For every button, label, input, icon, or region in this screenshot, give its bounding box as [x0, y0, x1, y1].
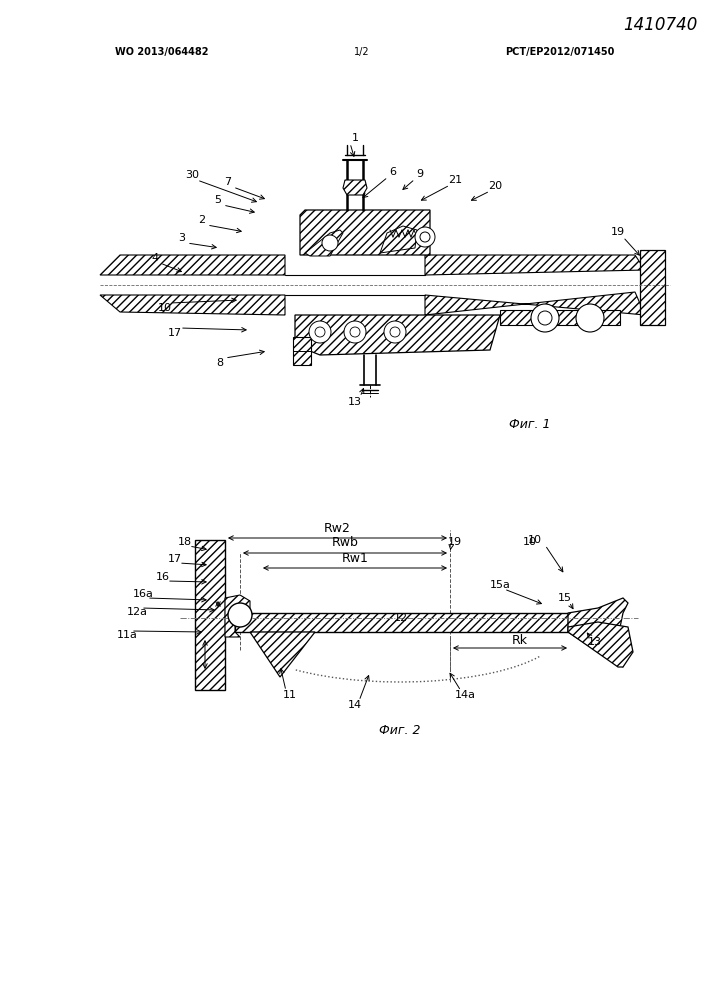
Circle shape [531, 304, 559, 332]
Circle shape [344, 321, 366, 343]
Text: 12a: 12a [126, 607, 147, 617]
Text: 6: 6 [389, 167, 397, 177]
Polygon shape [500, 310, 620, 325]
Text: Фиг. 2: Фиг. 2 [379, 724, 420, 736]
Polygon shape [305, 230, 343, 256]
Polygon shape [195, 540, 225, 690]
Polygon shape [100, 295, 285, 315]
Circle shape [228, 603, 252, 627]
Text: 10: 10 [158, 303, 172, 313]
Text: 4: 4 [152, 253, 159, 263]
Circle shape [576, 304, 604, 332]
Text: 19: 19 [611, 227, 625, 237]
Polygon shape [568, 598, 628, 667]
Polygon shape [425, 292, 645, 315]
Text: 19: 19 [448, 537, 462, 547]
Circle shape [538, 311, 552, 325]
Text: 8: 8 [217, 358, 223, 368]
Text: 7: 7 [225, 177, 231, 187]
Text: 17: 17 [168, 554, 182, 564]
Text: 13: 13 [588, 637, 602, 647]
Polygon shape [380, 226, 417, 253]
Text: WO 2013/064482: WO 2013/064482 [115, 47, 209, 57]
Polygon shape [568, 622, 633, 667]
Text: 11a: 11a [117, 630, 138, 640]
Text: 16a: 16a [133, 589, 154, 599]
Polygon shape [250, 632, 315, 677]
Text: 10: 10 [523, 537, 537, 547]
Text: 9: 9 [416, 169, 423, 179]
Circle shape [384, 321, 406, 343]
Text: Фиг. 1: Фиг. 1 [509, 418, 551, 432]
Text: 16: 16 [156, 572, 170, 582]
Text: Rk: Rk [512, 634, 528, 647]
Text: 14a: 14a [455, 690, 476, 700]
Text: Rw1: Rw1 [341, 552, 368, 564]
Text: 20: 20 [488, 181, 502, 191]
Text: 1/2: 1/2 [355, 47, 370, 57]
Text: 1: 1 [352, 133, 358, 143]
Text: Rw2: Rw2 [323, 522, 350, 534]
Polygon shape [225, 595, 250, 637]
Text: 1410740: 1410740 [623, 16, 697, 34]
Polygon shape [343, 180, 367, 195]
Text: 11: 11 [283, 690, 297, 700]
Polygon shape [425, 255, 645, 275]
Text: 5: 5 [215, 195, 222, 205]
Text: 14: 14 [348, 700, 362, 710]
Circle shape [350, 327, 360, 337]
Text: 2: 2 [199, 215, 206, 225]
Bar [293, 337, 311, 365]
Circle shape [390, 327, 400, 337]
Text: 15: 15 [558, 593, 572, 603]
Text: 10: 10 [528, 535, 542, 545]
Circle shape [420, 232, 430, 242]
Text: 13: 13 [348, 397, 362, 407]
Circle shape [309, 321, 331, 343]
Text: 18: 18 [178, 537, 192, 547]
Circle shape [415, 227, 435, 247]
Polygon shape [300, 210, 430, 255]
Text: 3: 3 [178, 233, 186, 243]
Text: 12: 12 [394, 613, 408, 623]
Text: PCT/EP2012/071450: PCT/EP2012/071450 [505, 47, 615, 57]
Text: 15a: 15a [489, 580, 510, 590]
Polygon shape [295, 315, 500, 355]
Circle shape [322, 235, 338, 251]
Text: 30: 30 [185, 170, 199, 180]
Polygon shape [100, 255, 285, 275]
Text: Rwb: Rwb [331, 536, 358, 550]
Bar [640, 250, 665, 325]
Text: 21: 21 [448, 175, 462, 185]
Circle shape [315, 327, 325, 337]
Polygon shape [235, 613, 568, 632]
Text: 17: 17 [168, 328, 182, 338]
